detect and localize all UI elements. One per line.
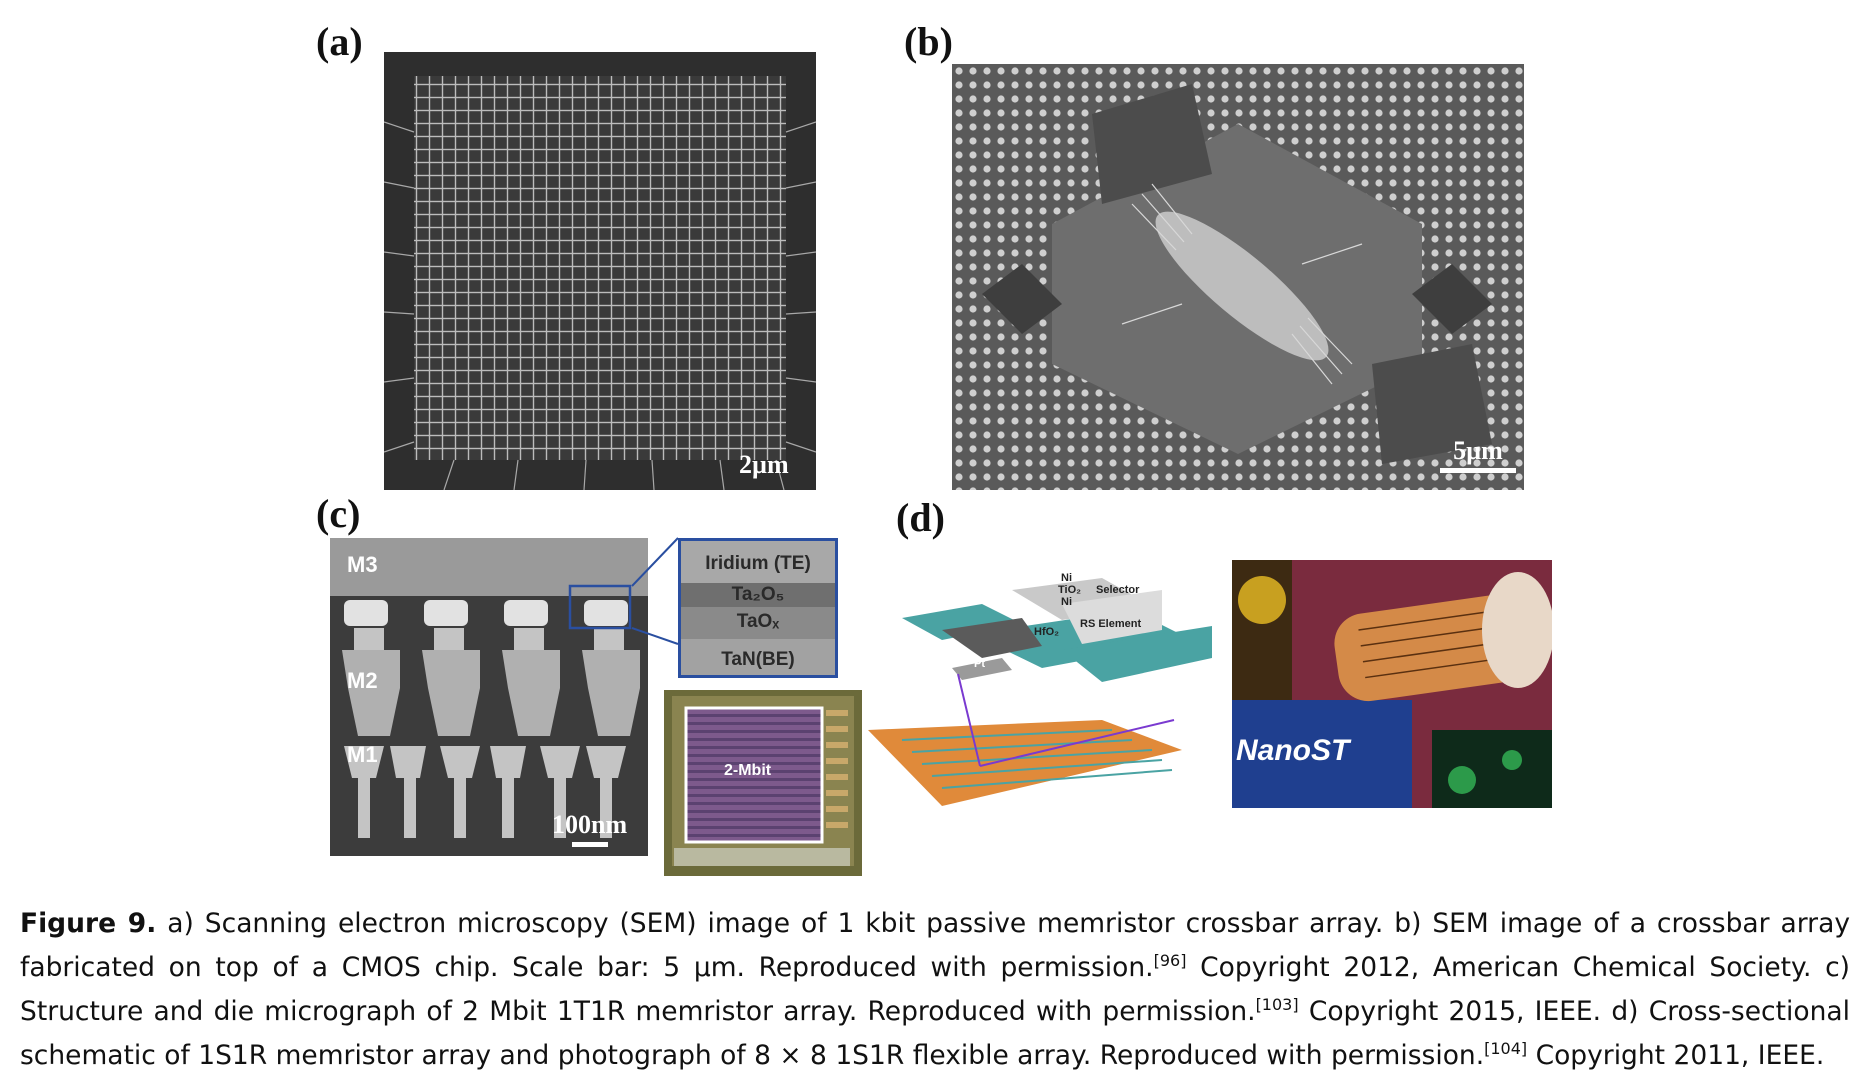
cmos-crossbar-graphic: [952, 64, 1524, 490]
scale-bar-c-line: [571, 842, 608, 847]
schematic-label-ni-top: Ni: [1061, 572, 1072, 584]
panel-a-sem-image: 2µm: [384, 52, 816, 490]
schematic-label-selector: Selector: [1096, 584, 1140, 596]
taox-layer: [681, 607, 835, 639]
photo-text-nanost: NanoST: [1236, 734, 1350, 767]
flexible-array-photo-graphic: [1232, 560, 1552, 808]
panel-c-tem-image: M3 M2 M1 100nm: [330, 538, 648, 856]
crossbar-grid-graphic: [384, 76, 816, 490]
caption-part-1: a) Scanning electron microscopy (SEM) im…: [20, 908, 1850, 983]
caption-ref-2: [103]: [1255, 994, 1299, 1014]
panel-label-b: (b): [904, 19, 953, 64]
panel-b-sem-image: 5µm: [952, 64, 1524, 490]
flexible-array-photo: NanoST: [1232, 560, 1552, 808]
schematic-label-tio2: TiO₂: [1058, 584, 1082, 596]
caption-part-4: Copyright 2011, IEEE.: [1527, 1039, 1825, 1071]
scale-bar-c: 100nm: [552, 810, 627, 847]
iridium-layer: [681, 541, 835, 583]
schematic-label-ni-bottom: Ni: [1061, 596, 1072, 608]
schematic-label-hfo2: HfO₂: [1034, 626, 1060, 638]
caption-part-2: Copyright 2012, American Chemical Societ…: [20, 951, 1850, 1027]
scale-bar-a: 2µm: [739, 450, 789, 480]
scale-bar-c-label: 100nm: [552, 810, 628, 839]
die-label: 2-Mbit: [724, 762, 772, 779]
stack-label-taox: TaOₓ: [736, 611, 780, 632]
panel-label-c: (c): [316, 491, 361, 536]
tan-layer: [681, 639, 835, 675]
caption-ref-1: [96]: [1153, 951, 1187, 970]
ta2o5-layer: [681, 583, 835, 607]
stack-label-tan: TaN(BE): [721, 649, 795, 670]
schematic-label-pt: Pt: [974, 658, 985, 670]
scale-bar-a-label: 2µm: [739, 450, 789, 479]
stack-label-ta2o5: Ta₂O₅: [731, 584, 785, 605]
panel-label-d: (d): [896, 495, 945, 540]
caption-ref-3: [104]: [1484, 1038, 1528, 1058]
scale-bar-b: 5µm: [1440, 436, 1516, 473]
tem-cross-section-graphic: [330, 538, 648, 838]
zoom-connector-lines: [631, 537, 679, 645]
metal-layer-m2: M2: [347, 668, 378, 693]
figure-caption: Figure 9. a) Scanning electron microscop…: [20, 905, 1850, 1073]
panel-d-schematic: Ni TiO₂ Ni Selector RS Element HfO₂ Pt: [862, 570, 1230, 806]
scale-bar-b-line: [1440, 468, 1516, 473]
schematic-label-rs-element: RS Element: [1080, 618, 1142, 630]
die-micrograph-image: 2-Mbit: [664, 690, 862, 876]
metal-layer-m1: M1: [347, 742, 378, 767]
layer-stack-inset: Iridium (TE) Ta₂O₅ TaOₓ TaN(BE): [678, 538, 838, 678]
figure-label: Figure 9.: [20, 908, 157, 939]
die-micrograph-graphic: [672, 696, 854, 866]
stack-label-iridium: Iridium (TE): [705, 553, 811, 574]
panel-label-a: (a): [316, 19, 363, 64]
metal-layer-m3: M3: [347, 552, 378, 577]
scale-bar-b-label: 5µm: [1453, 436, 1503, 465]
1s1r-schematic-graphic: [868, 578, 1212, 806]
